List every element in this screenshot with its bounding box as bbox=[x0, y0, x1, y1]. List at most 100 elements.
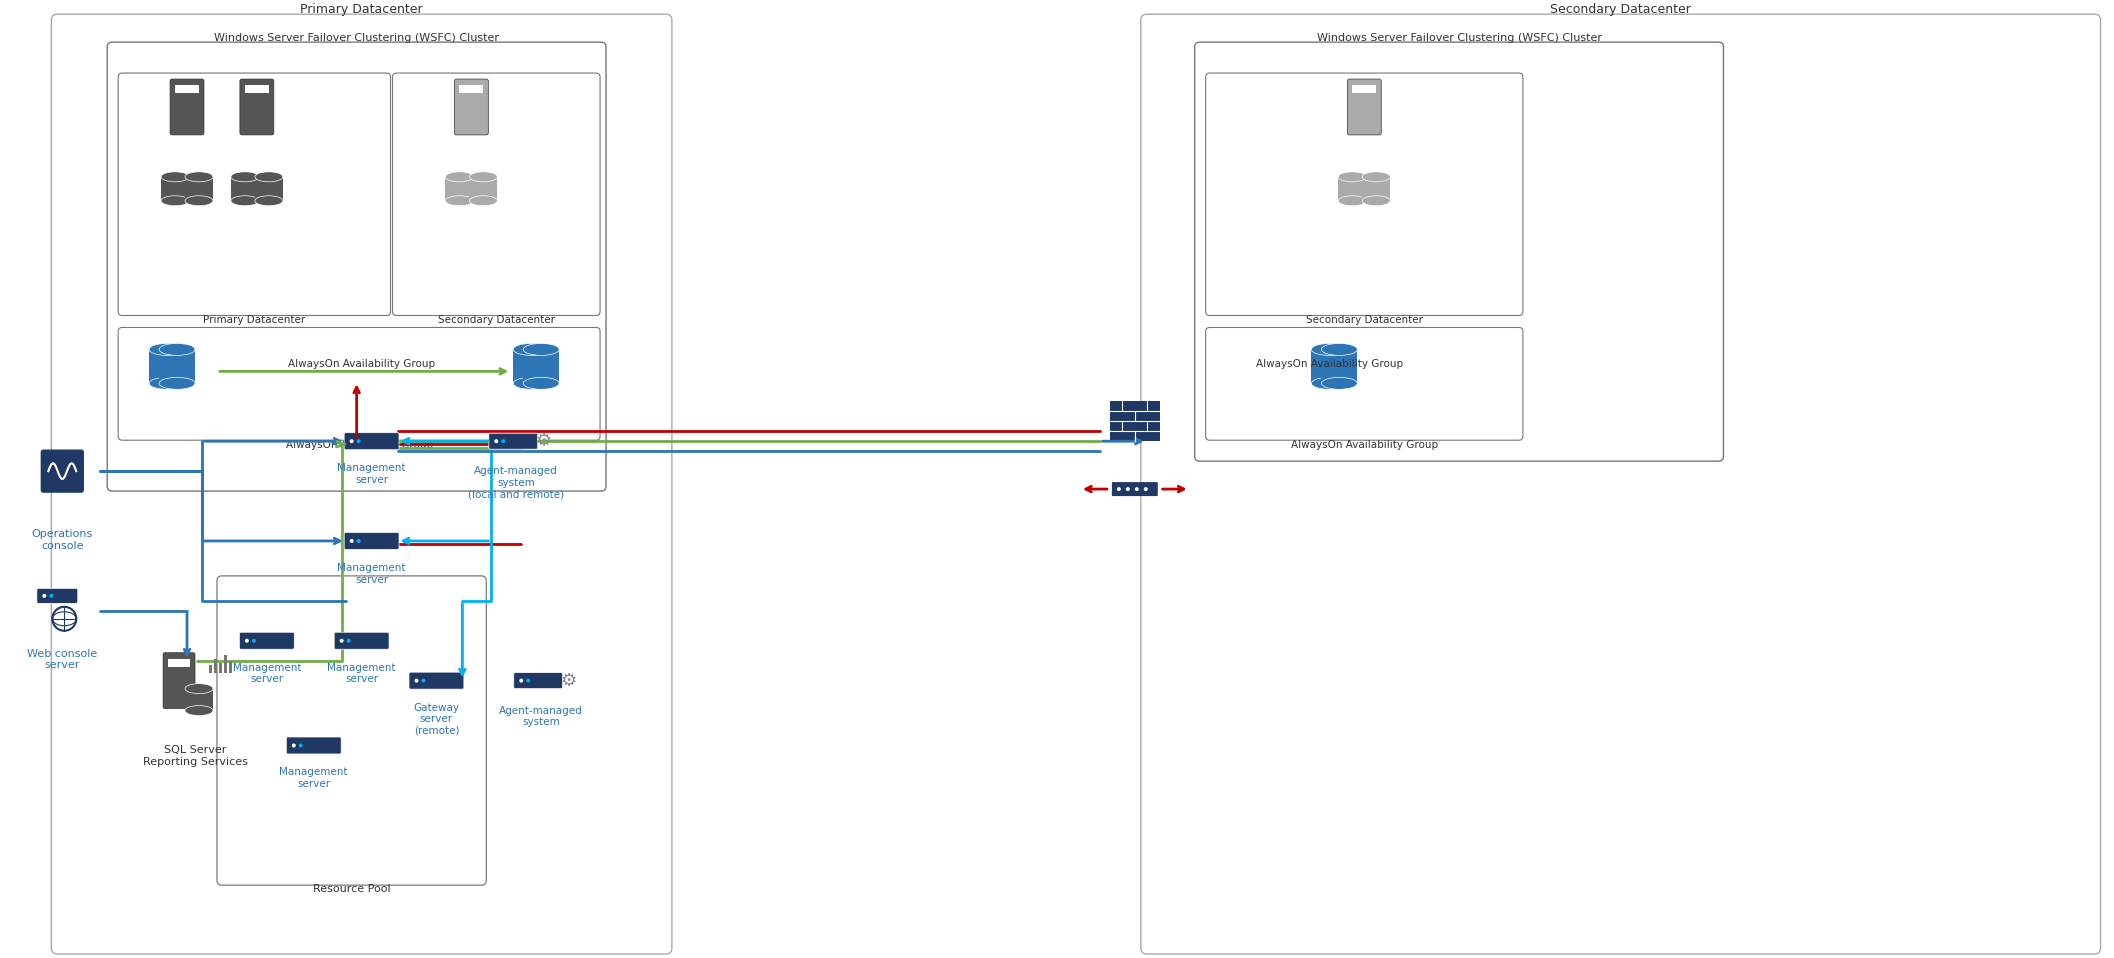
Bar bbox=[186, 177, 214, 201]
Text: Secondary Datacenter: Secondary Datacenter bbox=[438, 315, 554, 326]
FancyBboxPatch shape bbox=[218, 576, 486, 885]
Text: Windows Server Failover Clustering (WSFC) Cluster: Windows Server Failover Clustering (WSFC… bbox=[1317, 34, 1602, 43]
Text: Windows Server Failover Clustering (WSFC) Cluster: Windows Server Failover Clustering (WSFC… bbox=[214, 34, 499, 43]
Circle shape bbox=[1127, 487, 1129, 491]
Ellipse shape bbox=[1321, 377, 1357, 389]
Ellipse shape bbox=[150, 343, 186, 355]
Bar bbox=[169, 659, 190, 667]
Bar bbox=[230, 177, 258, 201]
Bar bbox=[1311, 350, 1347, 383]
Text: Secondary Datacenter: Secondary Datacenter bbox=[1306, 315, 1423, 326]
Circle shape bbox=[414, 678, 419, 683]
Ellipse shape bbox=[161, 171, 188, 182]
Text: ⚙: ⚙ bbox=[535, 432, 552, 450]
Text: Management
server: Management server bbox=[233, 663, 300, 684]
Text: Operations
console: Operations console bbox=[32, 529, 93, 551]
Text: Agent-managed
system: Agent-managed system bbox=[499, 706, 583, 727]
FancyBboxPatch shape bbox=[488, 433, 537, 449]
Text: Primary Datacenter: Primary Datacenter bbox=[203, 315, 307, 326]
FancyBboxPatch shape bbox=[455, 80, 488, 135]
Bar bbox=[150, 350, 186, 383]
Circle shape bbox=[421, 678, 425, 683]
FancyBboxPatch shape bbox=[345, 433, 400, 449]
FancyBboxPatch shape bbox=[1112, 482, 1158, 496]
Bar bbox=[175, 85, 199, 93]
FancyBboxPatch shape bbox=[118, 328, 600, 441]
Bar bbox=[524, 350, 560, 383]
Text: Agent-managed
system
(local and remote): Agent-managed system (local and remote) bbox=[467, 467, 564, 499]
Circle shape bbox=[349, 539, 353, 543]
FancyBboxPatch shape bbox=[118, 73, 391, 315]
Ellipse shape bbox=[514, 343, 550, 355]
Ellipse shape bbox=[1321, 343, 1357, 355]
FancyBboxPatch shape bbox=[408, 673, 463, 689]
FancyBboxPatch shape bbox=[1142, 14, 2101, 954]
Ellipse shape bbox=[161, 195, 188, 206]
Text: AlwaysOn Availability Group: AlwaysOn Availability Group bbox=[288, 359, 435, 370]
Ellipse shape bbox=[1338, 171, 1366, 182]
FancyBboxPatch shape bbox=[1205, 328, 1522, 441]
Ellipse shape bbox=[469, 195, 497, 206]
Ellipse shape bbox=[514, 377, 550, 389]
Circle shape bbox=[357, 439, 361, 444]
Text: Primary Datacenter: Primary Datacenter bbox=[300, 3, 423, 16]
Text: AlwaysOn Availability Group: AlwaysOn Availability Group bbox=[1256, 359, 1404, 370]
Ellipse shape bbox=[469, 171, 497, 182]
FancyBboxPatch shape bbox=[345, 533, 400, 550]
Text: Management
server: Management server bbox=[328, 663, 395, 684]
Ellipse shape bbox=[150, 377, 186, 389]
Ellipse shape bbox=[159, 377, 194, 389]
Bar bbox=[186, 689, 214, 711]
Circle shape bbox=[292, 743, 296, 747]
Circle shape bbox=[526, 678, 531, 683]
Ellipse shape bbox=[159, 343, 194, 355]
Bar bbox=[469, 177, 497, 201]
Ellipse shape bbox=[186, 706, 214, 716]
FancyBboxPatch shape bbox=[42, 450, 82, 492]
Text: Management
server: Management server bbox=[338, 463, 406, 485]
Bar bbox=[1321, 350, 1357, 383]
Circle shape bbox=[42, 594, 47, 598]
Bar bbox=[224, 654, 226, 673]
Ellipse shape bbox=[256, 171, 283, 182]
Ellipse shape bbox=[186, 171, 214, 182]
Text: Secondary Datacenter: Secondary Datacenter bbox=[1550, 3, 1691, 16]
Ellipse shape bbox=[446, 171, 474, 182]
Text: SQL Server
Reporting Services: SQL Server Reporting Services bbox=[142, 745, 247, 767]
Ellipse shape bbox=[1361, 195, 1391, 206]
Circle shape bbox=[1116, 487, 1120, 491]
Circle shape bbox=[495, 439, 499, 444]
Bar bbox=[209, 665, 211, 673]
Ellipse shape bbox=[1361, 171, 1391, 182]
Text: Web console
server: Web console server bbox=[27, 649, 97, 671]
FancyBboxPatch shape bbox=[1347, 80, 1380, 135]
FancyBboxPatch shape bbox=[1205, 73, 1522, 315]
FancyBboxPatch shape bbox=[239, 80, 275, 135]
Bar bbox=[1338, 177, 1366, 201]
Bar bbox=[514, 350, 550, 383]
Ellipse shape bbox=[256, 195, 283, 206]
Text: Management
server: Management server bbox=[279, 767, 349, 789]
Text: Management
server: Management server bbox=[338, 563, 406, 584]
Circle shape bbox=[1135, 487, 1139, 491]
Ellipse shape bbox=[230, 171, 258, 182]
FancyBboxPatch shape bbox=[1194, 42, 1723, 461]
Circle shape bbox=[349, 439, 353, 444]
Ellipse shape bbox=[1311, 343, 1347, 355]
FancyBboxPatch shape bbox=[514, 673, 562, 689]
Bar bbox=[228, 661, 233, 673]
Bar bbox=[245, 85, 268, 93]
FancyBboxPatch shape bbox=[393, 73, 600, 315]
Circle shape bbox=[252, 639, 256, 643]
Ellipse shape bbox=[524, 377, 560, 389]
Text: Resource Pool: Resource Pool bbox=[313, 884, 391, 894]
FancyBboxPatch shape bbox=[163, 652, 194, 709]
Circle shape bbox=[1144, 487, 1148, 491]
FancyBboxPatch shape bbox=[239, 632, 294, 650]
FancyBboxPatch shape bbox=[334, 632, 389, 650]
Bar bbox=[256, 177, 283, 201]
Text: AlwaysOn Availability Group: AlwaysOn Availability Group bbox=[285, 441, 433, 450]
FancyBboxPatch shape bbox=[169, 80, 203, 135]
Circle shape bbox=[347, 639, 351, 643]
Ellipse shape bbox=[446, 195, 474, 206]
